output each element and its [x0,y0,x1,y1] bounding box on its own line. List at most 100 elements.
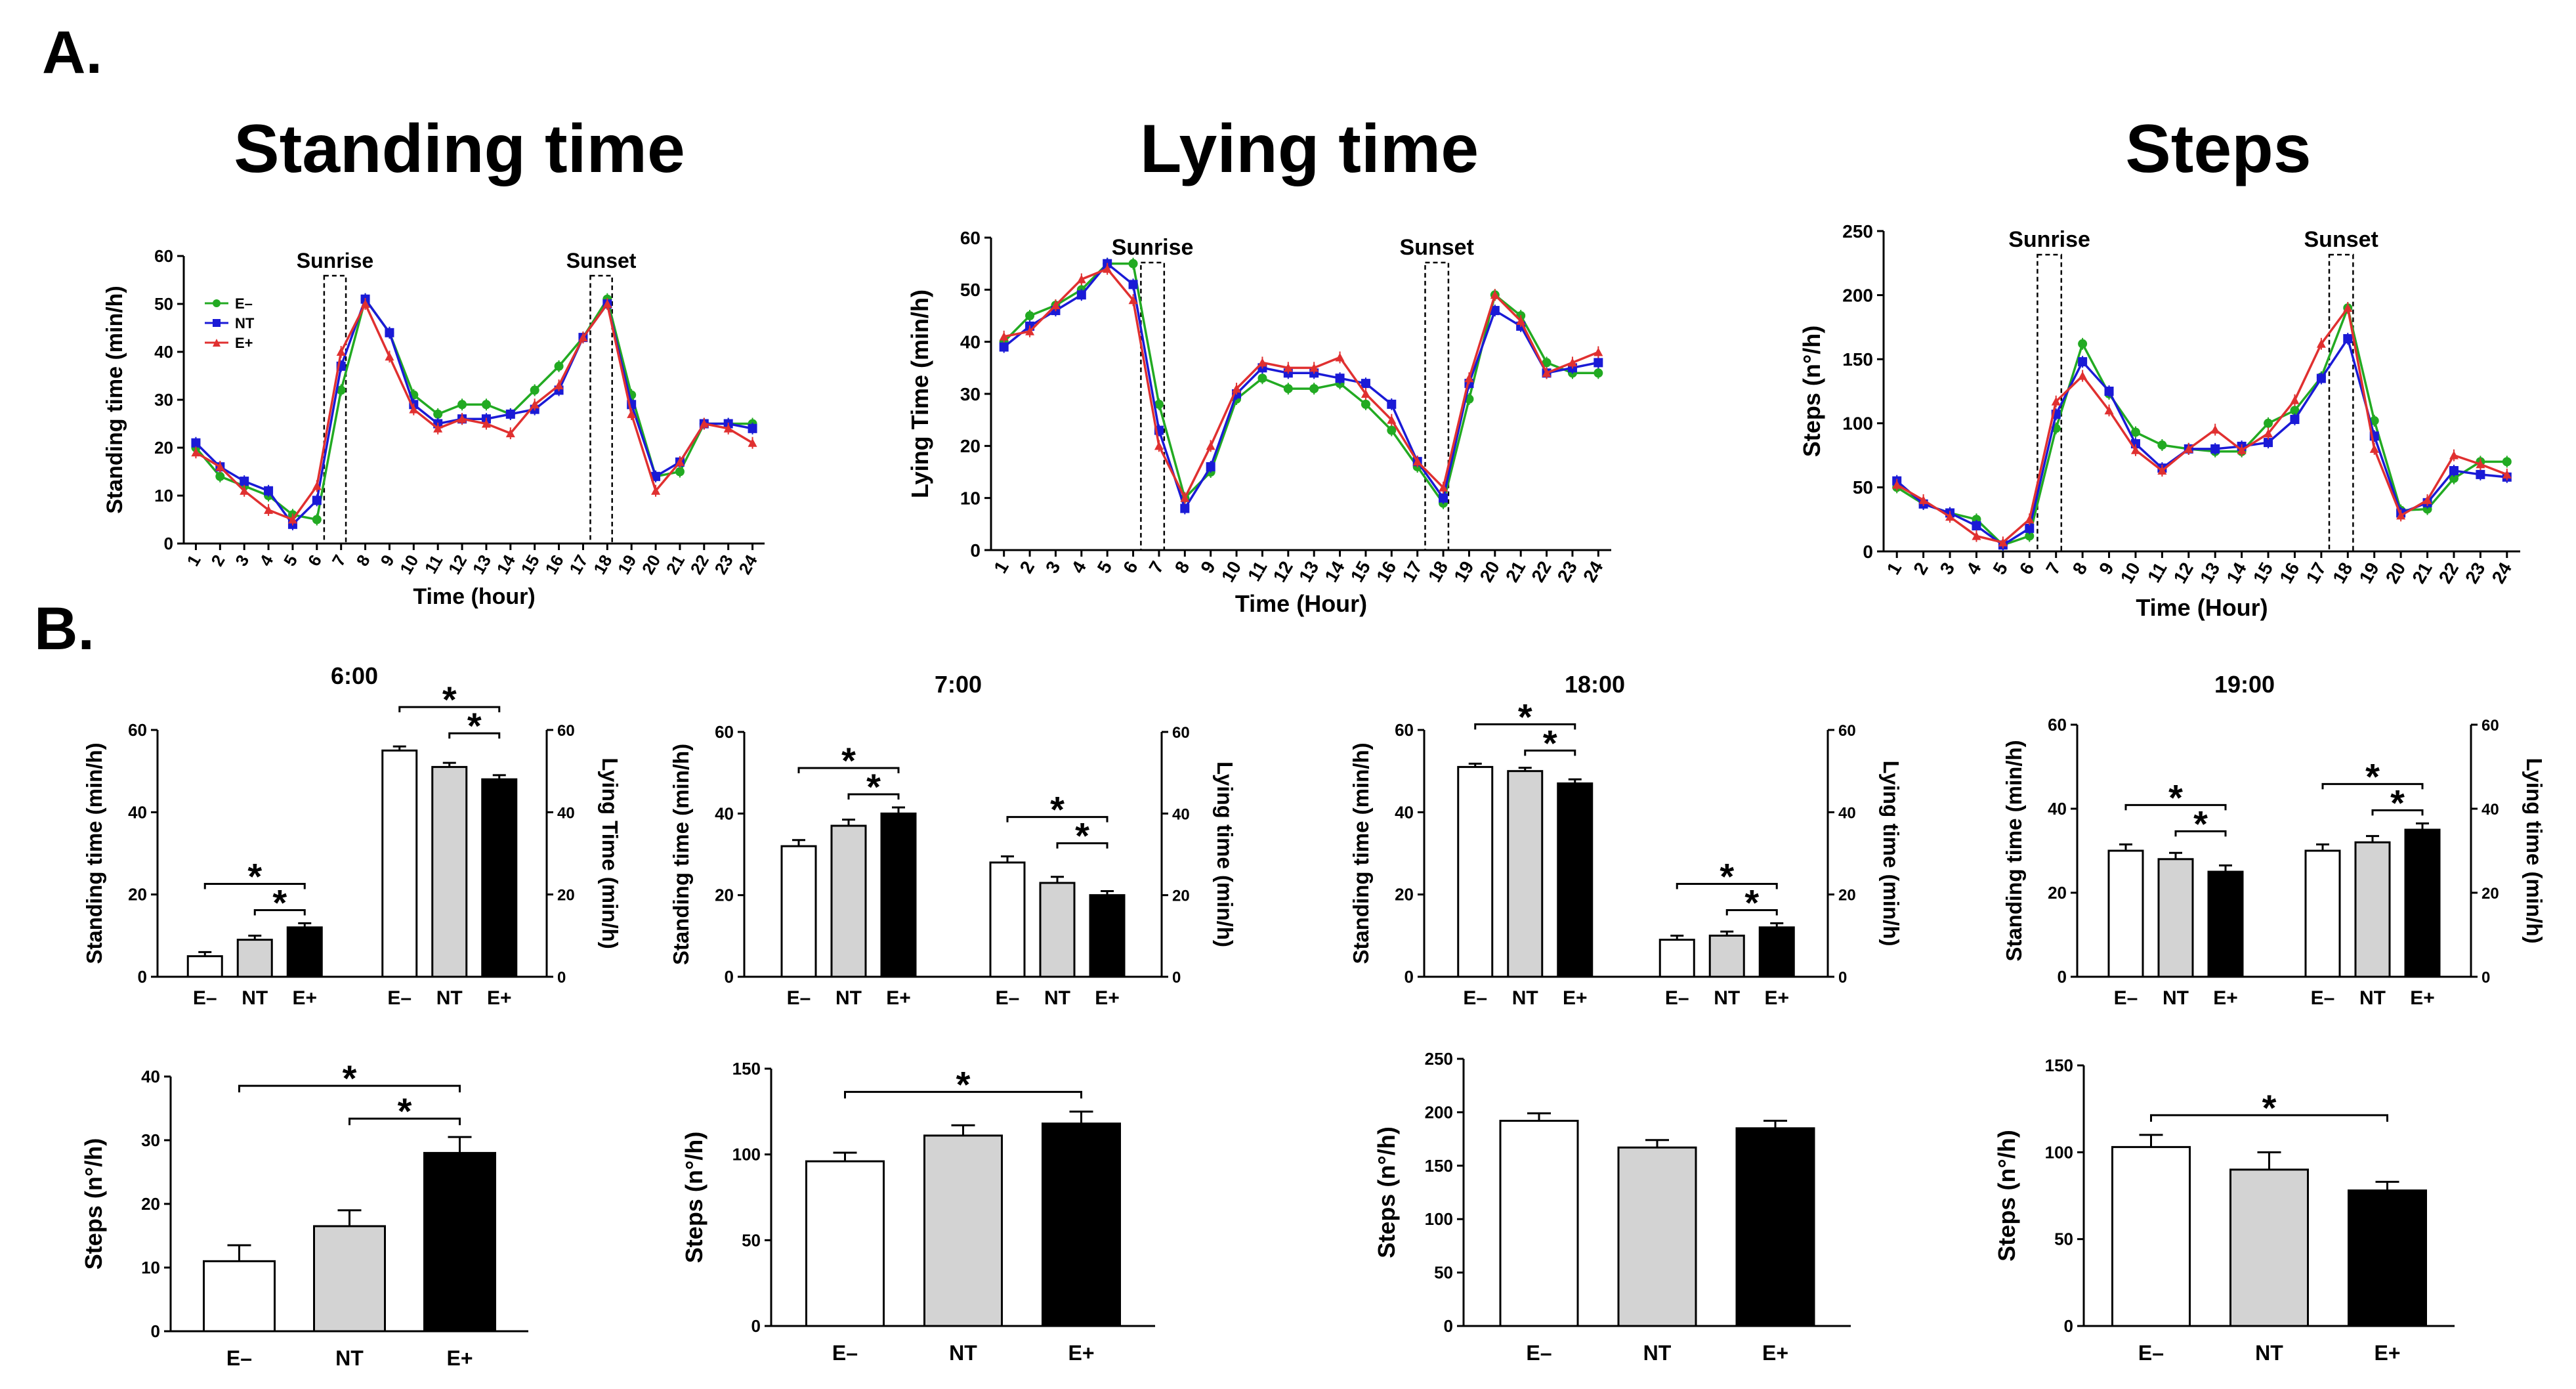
y-tick-label-right: 60 [2481,717,2499,735]
x-tick-label: 5 [1989,559,2012,578]
y-tick-label-right: 0 [2481,969,2490,987]
bar-NT [1617,1146,1697,1327]
bar-E+ [423,1151,496,1333]
data-point-E+ [1516,316,1526,325]
series-line-E+ [1003,267,1599,501]
y-tick-label-right: 60 [1838,722,1856,740]
y-tick-label: 30 [141,1130,160,1150]
standing-time-title: Standing time [234,111,685,187]
y-tick-label-right: 40 [1172,805,1190,823]
x-tick-label: 15 [1347,558,1374,586]
series-line-E– [1003,262,1599,506]
x-tick-label: E+ [1762,1341,1788,1365]
data-point-E+ [2449,450,2459,459]
x-tick-label: 2 [207,551,228,570]
bar-NT [2354,841,2391,978]
data-point-E+ [409,404,419,414]
data-point-E+ [1103,264,1112,273]
bar-NT [431,765,468,978]
x-tick-label: E+ [1764,987,1789,1009]
y-tick-label-right: 0 [1838,969,1847,987]
data-point-E+ [2130,445,2140,454]
data-point-E+ [1154,441,1164,450]
significance-bracket [847,793,900,800]
x-tick-label: 4 [1067,557,1090,576]
significance-star: * [2365,756,2380,797]
x-tick-label: 19 [614,551,640,578]
data-point-E– [1309,384,1319,394]
data-point-E+ [1309,363,1319,372]
y-tick-label-right: 0 [557,969,566,987]
x-tick-label: 14 [493,551,520,578]
data-point-E– [2369,416,2379,425]
data-point-E+ [675,457,685,466]
data-point-E+ [1542,368,1552,377]
chart-title: 6:00 [331,662,378,689]
x-tick-label: 18 [2329,559,2356,587]
x-tick-label: NT [436,987,463,1009]
y-tick-label: 100 [732,1145,761,1165]
y-tick-label-left: 20 [1395,885,1414,905]
y-tick-label: 40 [154,342,173,362]
data-point-NT [385,328,394,337]
x-tick-label: 12 [444,551,471,578]
legend-marker [213,339,221,347]
x-tick-label: 20 [638,551,664,578]
y-tick-label: 0 [151,1321,160,1341]
data-point-E+ [312,481,322,490]
bar-E+ [1758,926,1795,978]
data-point-E+ [2396,511,2406,520]
y-tick-label: 40 [960,331,981,352]
bar-NT [236,939,273,978]
data-point-E+ [1335,353,1345,362]
x-tick-label: 3 [231,551,253,570]
bar-E– [1658,939,1695,978]
y-tick-label: 20 [154,438,173,458]
data-point-NT [1206,462,1215,472]
series-line-NT [195,296,753,526]
significance-star: * [866,766,881,807]
y-tick-label: 100 [1842,414,1873,434]
y-axis-label: Steps (n°/h) [681,1132,707,1263]
significance-bracket [238,1084,461,1093]
x-tick-label: 21 [1502,558,1529,586]
y-tick-label-right: 40 [2481,801,2499,819]
significance-bracket [1524,749,1576,756]
y-axis-label-left: Standing time (min/h) [2002,740,2026,961]
data-point-E– [2502,457,2512,467]
x-tick-label: 11 [421,551,447,577]
data-point-E– [2449,473,2459,483]
sunrise-box [323,274,347,545]
y-tick-label: 0 [1863,542,1873,562]
data-point-E– [2078,339,2088,349]
bar-E+ [286,926,323,978]
data-point-E+ [627,409,637,418]
x-tick-label: 7 [328,551,350,570]
x-tick-label: 3 [1936,559,1959,578]
data-point-E– [336,385,346,395]
data-point-NT [2316,374,2326,383]
significance-star: * [1543,722,1557,763]
sunset-label: Sunset [1400,235,1474,260]
significance-bracket [2124,803,2227,811]
x-tick-label: E– [226,1346,252,1370]
x-tick-label: 24 [1579,557,1607,586]
x-tick-label: 14 [1320,557,1349,586]
data-point-E+ [1180,493,1190,502]
data-point-E– [2130,427,2140,437]
y-tick-label: 20 [960,436,981,456]
bar-E– [2304,849,2341,978]
x-tick-label: 18 [1424,558,1452,586]
x-tick-label: E+ [446,1346,473,1370]
x-tick-label: 9 [1196,558,1219,577]
y-axis-label-left: Standing time (min/h) [82,742,106,964]
x-tick-label: E– [1526,1341,1552,1365]
y-axis-label: Steps (n°/h) [80,1138,107,1270]
x-tick-label: 19 [1450,558,1477,586]
data-point-E+ [1412,457,1422,466]
data-point-E+ [191,448,201,457]
